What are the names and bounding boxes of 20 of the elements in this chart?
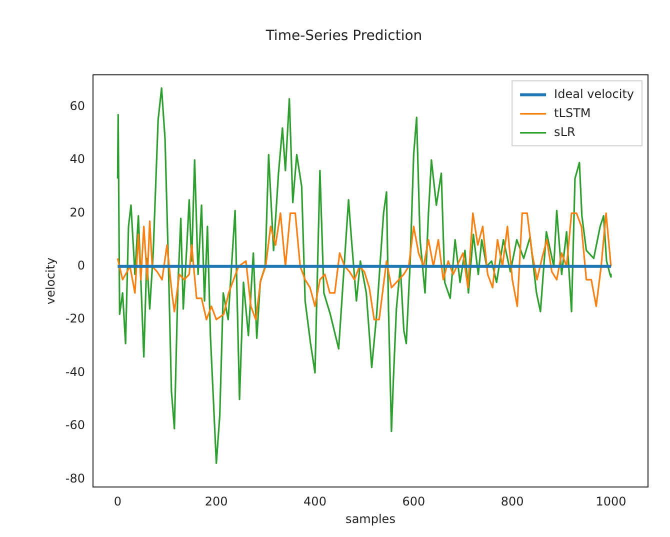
legend-label: sLR [554, 124, 576, 139]
y-tick-label: 0 [77, 258, 85, 272]
y-tick-label: 20 [70, 205, 85, 220]
y-tick-label: 40 [70, 152, 85, 166]
x-tick-label: 200 [204, 494, 228, 509]
chart-title: Time-Series Prediction [264, 28, 422, 44]
y-tick-label: 60 [70, 98, 85, 113]
x-axis-title: samples [346, 512, 396, 526]
x-tick-label: 0 [114, 494, 122, 509]
x-tick-label: 600 [402, 494, 426, 509]
x-tick-label: 800 [500, 494, 524, 509]
y-tick-label: -20 [65, 312, 85, 326]
x-tick-label: 400 [304, 494, 326, 509]
x-tick-label: 1000 [596, 494, 626, 509]
y-tick-label: -80 [65, 471, 85, 486]
y-axis-title: velocity [43, 258, 58, 304]
y-tick-label: -40 [65, 364, 85, 379]
legend-label: tLSTM [554, 106, 591, 120]
legend-label: Ideal velocity [554, 86, 634, 101]
y-tick-label: -60 [65, 418, 85, 432]
